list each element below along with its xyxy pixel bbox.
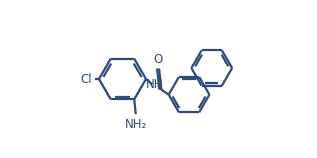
Text: NH₂: NH₂ xyxy=(125,118,147,131)
Text: Cl: Cl xyxy=(80,73,92,85)
Text: NH: NH xyxy=(146,79,164,91)
Text: O: O xyxy=(154,53,163,66)
